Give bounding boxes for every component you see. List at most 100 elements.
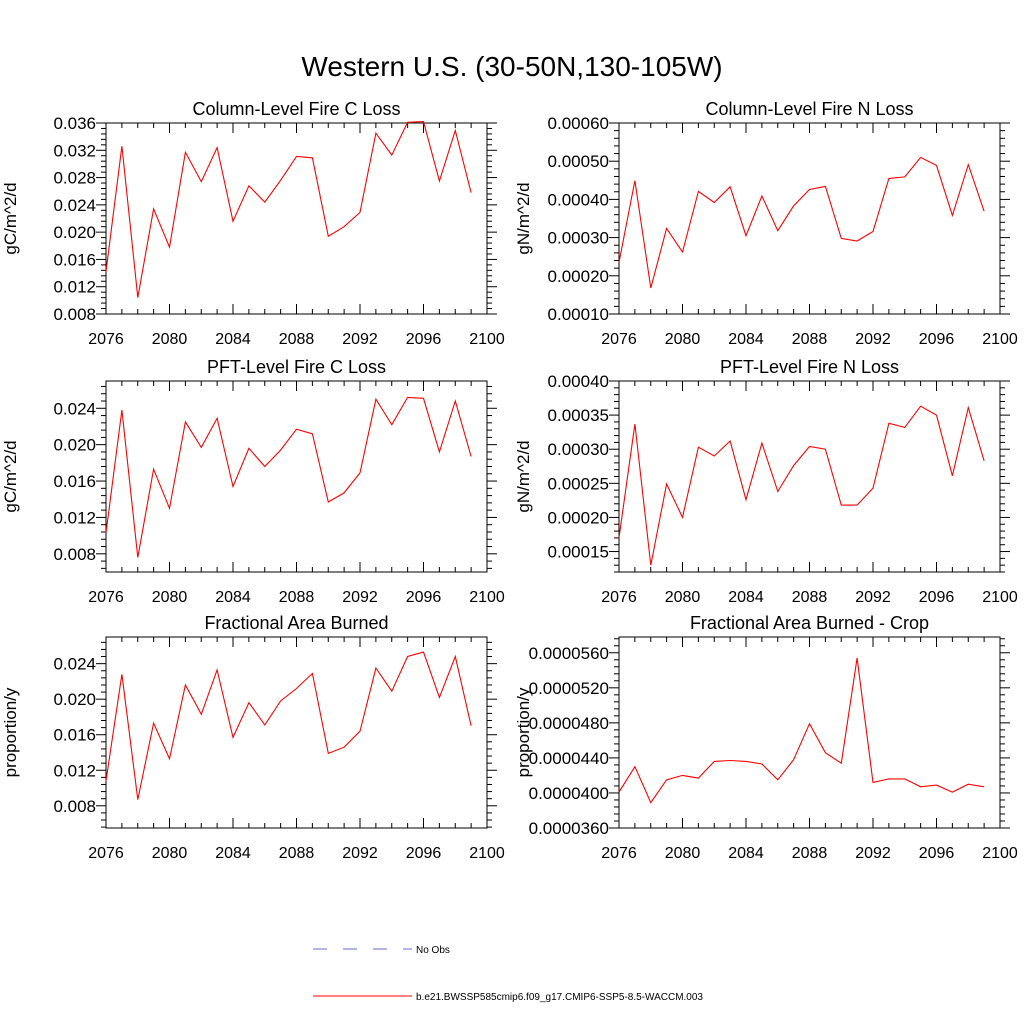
plot-frame — [618, 636, 1001, 829]
x-tick-label: 2084 — [728, 331, 764, 348]
y-tick-label: 0.0000480 — [529, 714, 609, 733]
chart-title: Fractional Area Burned - Crop — [690, 613, 929, 633]
x-tick-label: 2076 — [601, 589, 637, 606]
y-tick-label: 0.0000560 — [529, 644, 609, 663]
x-tick-label: 2088 — [792, 845, 828, 862]
chart-panel-3: 2076 2080 2084 2088 2092 2096 2100 0.008 0.012 0.… — [1, 357, 505, 606]
y-tick-label: 0.032 — [53, 141, 96, 160]
x-tick-label: 2092 — [342, 331, 378, 348]
x-tick-label: 2092 — [855, 331, 891, 348]
y-tick-label: 0.0000360 — [529, 819, 609, 838]
y-tick-label: 0.00035 — [548, 406, 609, 425]
y-tick-label: 0.028 — [53, 169, 96, 188]
y-tick-label: 0.00015 — [548, 543, 609, 562]
y-axis-label: gC/m^2/d — [1, 182, 20, 254]
x-tick-label: 2096 — [406, 589, 442, 606]
series-line — [105, 396, 472, 558]
chart-title: PFT-Level Fire C Loss — [207, 357, 386, 377]
x-tick-label: 2076 — [88, 331, 124, 348]
x-tick-label: 2088 — [279, 845, 315, 862]
x-tick-label: 2084 — [728, 589, 764, 606]
chart-panel-2: 2076 2080 2084 2088 2092 2096 2100 0.00010 0.000… — [514, 99, 1018, 348]
x-tick-label: 2088 — [279, 589, 315, 606]
plot-frame — [105, 380, 488, 573]
series-line — [618, 156, 985, 289]
x-tick-label: 2100 — [469, 845, 505, 862]
y-tick-label: 0.00060 — [548, 114, 609, 133]
y-tick-label: 0.024 — [53, 655, 96, 674]
plot-frame — [105, 636, 488, 829]
plot-frame — [618, 380, 1001, 573]
y-axis-label: proportion/y — [514, 687, 533, 777]
chart-panel-4: 2076 2080 2084 2088 2092 2096 2100 0.00015 0.000… — [514, 357, 1018, 606]
y-tick-label: 0.024 — [53, 399, 96, 418]
y-tick-label: 0.036 — [53, 114, 96, 133]
y-tick-label: 0.012 — [53, 761, 96, 780]
chart-title: Column-Level Fire N Loss — [705, 99, 913, 119]
x-tick-label: 2080 — [665, 589, 701, 606]
y-tick-label: 0.016 — [53, 250, 96, 269]
x-tick-label: 2096 — [406, 845, 442, 862]
chart-panel-5: 2076 2080 2084 2088 2092 2096 2100 0.008 0.012 0.… — [1, 613, 505, 862]
x-tick-label: 2080 — [665, 331, 701, 348]
chart-title: Fractional Area Burned — [204, 613, 388, 633]
x-tick-label: 2096 — [919, 589, 955, 606]
y-tick-label: 0.012 — [53, 278, 96, 297]
legend-obs-label: No Obs — [416, 945, 450, 956]
x-tick-label: 2092 — [855, 845, 891, 862]
x-tick-label: 2100 — [982, 331, 1018, 348]
chart-title: PFT-Level Fire N Loss — [720, 357, 899, 377]
y-tick-label: 0.020 — [53, 436, 96, 455]
x-tick-label: 2088 — [792, 589, 828, 606]
series-line — [105, 121, 472, 298]
y-axis-label: gC/m^2/d — [1, 440, 20, 512]
y-tick-label: 0.00020 — [548, 508, 609, 527]
y-tick-label: 0.024 — [53, 196, 96, 215]
x-tick-label: 2100 — [982, 589, 1018, 606]
x-tick-label: 2100 — [469, 589, 505, 606]
x-tick-label: 2096 — [919, 331, 955, 348]
legend: No Obs b.e21.BWSSP585cmip6.f09_g17.CMIP6… — [313, 945, 703, 1003]
x-tick-label: 2084 — [215, 331, 251, 348]
series-line — [618, 657, 985, 804]
y-tick-label: 0.0000440 — [529, 749, 609, 768]
plot-frame — [105, 122, 488, 315]
chart-panel-1: 2076 2080 2084 2088 2092 2096 2100 0.008 0.012 0.… — [1, 99, 505, 348]
x-tick-label: 2092 — [342, 845, 378, 862]
x-tick-label: 2092 — [342, 589, 378, 606]
x-tick-label: 2076 — [601, 845, 637, 862]
x-tick-label: 2076 — [88, 589, 124, 606]
x-tick-label: 2080 — [152, 589, 188, 606]
y-tick-label: 0.00050 — [548, 152, 609, 171]
y-tick-label: 0.016 — [53, 472, 96, 491]
x-tick-label: 2080 — [152, 845, 188, 862]
y-tick-label: 0.00010 — [548, 305, 609, 324]
y-tick-label: 0.020 — [53, 690, 96, 709]
y-tick-label: 0.00020 — [548, 267, 609, 286]
x-tick-label: 2080 — [152, 331, 188, 348]
x-tick-label: 2084 — [728, 845, 764, 862]
series-line — [105, 651, 472, 800]
y-tick-label: 0.008 — [53, 797, 96, 816]
y-tick-label: 0.008 — [53, 545, 96, 564]
y-tick-label: 0.016 — [53, 726, 96, 745]
x-tick-label: 2096 — [406, 331, 442, 348]
x-tick-label: 2080 — [665, 845, 701, 862]
y-tick-label: 0.00040 — [548, 372, 609, 391]
y-tick-label: 0.00030 — [548, 440, 609, 459]
figure-title: Western U.S. (30-50N,130-105W) — [301, 51, 722, 82]
x-tick-label: 2076 — [601, 331, 637, 348]
x-tick-label: 2084 — [215, 589, 251, 606]
y-tick-label: 0.008 — [53, 305, 96, 324]
y-tick-label: 0.00040 — [548, 190, 609, 209]
chart-title: Column-Level Fire C Loss — [192, 99, 400, 119]
series-line — [618, 405, 985, 566]
legend-model-label: b.e21.BWSSP585cmip6.f09_g17.CMIP6-SSP5-8… — [416, 992, 703, 1003]
y-tick-label: 0.00025 — [548, 474, 609, 493]
y-axis-label: gN/m^2/d — [514, 440, 533, 512]
y-axis-label: proportion/y — [1, 687, 20, 777]
x-tick-label: 2096 — [919, 845, 955, 862]
y-tick-label: 0.020 — [53, 223, 96, 242]
x-tick-label: 2076 — [88, 845, 124, 862]
